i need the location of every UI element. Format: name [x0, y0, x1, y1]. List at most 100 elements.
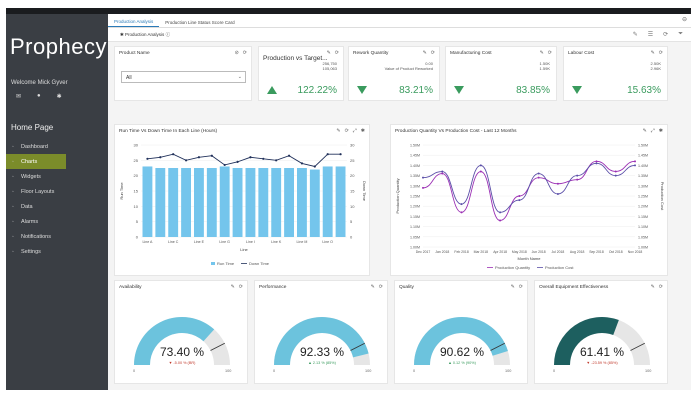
y2-tick-label: 1.25M — [638, 195, 648, 199]
settings-icon: ◦ — [12, 248, 14, 255]
kpi-sub-value: 1.59K — [539, 66, 550, 71]
y2-tick-label: 1.15M — [638, 215, 648, 219]
sidebar-item-notifications[interactable]: ◦ Notifications — [6, 229, 108, 244]
x-tick-label: Oct 2018 — [609, 250, 623, 254]
sidebar-item-label: Settings — [21, 248, 41, 255]
edit-icon[interactable]: ✎ — [422, 50, 427, 56]
edit-icon[interactable]: ✎ — [632, 32, 638, 38]
refresh-icon[interactable]: ⟳ — [378, 284, 383, 290]
gauge-target-marker — [490, 342, 505, 351]
user-icon[interactable]: ● — [37, 93, 41, 99]
refresh-icon[interactable]: ⟳ — [658, 284, 663, 290]
kpi-sub-values: 0.00 Value of Product Reworked — [385, 61, 433, 71]
tab-production-analysis[interactable]: Production Analysis — [108, 17, 160, 27]
edit-icon[interactable]: ✎ — [642, 128, 647, 134]
gauge-card-performance: Performance ✎ ⟳ 92.33 % ▲ 2.13 % (85%) 0 100 — [254, 280, 388, 384]
settings-icon[interactable]: ✱ — [360, 128, 365, 134]
refresh-icon[interactable]: ⟳ — [344, 128, 349, 134]
edit-icon[interactable]: ✎ — [230, 284, 235, 290]
refresh-icon[interactable]: ⟳ — [518, 284, 523, 290]
dashboard-toolbar: ✎ ☰ ⟳ ⏷ — [633, 31, 683, 38]
gauge-max: 100 — [505, 369, 512, 373]
edit-icon[interactable]: ✎ — [539, 50, 544, 56]
tab-status-score-card[interactable]: Production Line Status Score Card — [165, 20, 235, 25]
product-select[interactable]: All ⌄ — [121, 71, 246, 83]
bar-run-time — [271, 168, 282, 237]
filter-clear-icon[interactable]: ⊘ — [234, 50, 239, 56]
refresh-icon[interactable]: ⟳ — [547, 50, 552, 56]
y-tick-label: 1.05M — [410, 235, 420, 239]
expand-icon[interactable]: ⤢ — [650, 128, 655, 134]
refresh-icon[interactable]: ⟳ — [663, 32, 669, 38]
sidebar-item-widgets[interactable]: ◦ Widgets — [6, 169, 108, 184]
kpi-value: 83.21% — [399, 85, 433, 96]
legend-production-quantity: Production Quantity — [495, 265, 530, 270]
production-chart: 1.00M 1.00M 1.05M 1.05M 1.10M 1.10M 1.15M 1.15M… — [395, 144, 665, 271]
bar-run-time — [142, 166, 153, 237]
gear-icon[interactable]: ✱ — [56, 94, 62, 100]
dashboard-header: ✱ Production Analysis ⓘ ✎ ☰ ⟳ ⏷ — [108, 28, 691, 42]
gauge-value: 92.33 % — [299, 345, 345, 359]
y-tick-label: 1.20M — [410, 205, 420, 209]
list-icon[interactable]: ☰ — [647, 32, 654, 38]
production-chart-card: Production Quantity Vs Production Cost -… — [390, 124, 668, 276]
bar-run-time — [168, 168, 179, 237]
y2-tick-label: 1.10M — [638, 225, 648, 229]
y-tick-label: 30 — [134, 143, 139, 148]
y2-tick-label: 1.05M — [638, 235, 648, 239]
legend-down-time: Down Time — [249, 261, 270, 266]
sidebar-user-icons: ✉ ● ✱ — [16, 93, 62, 100]
sidebar-nav: ◦ Dashboard ◦ Charts ◦ Widgets ◦ Floor Layouts ◦… — [6, 139, 108, 259]
refresh-icon[interactable]: ⟳ — [658, 50, 663, 56]
edit-icon[interactable]: ✎ — [336, 128, 341, 134]
y-tick-label: 1.25M — [410, 195, 420, 199]
bar-run-time — [181, 168, 191, 237]
refresh-icon[interactable]: ⟳ — [430, 50, 435, 56]
sidebar-item-settings[interactable]: ◦ Settings — [6, 244, 108, 259]
down-time-point — [223, 163, 226, 167]
edit-icon[interactable]: ✎ — [370, 284, 375, 290]
data-point — [556, 192, 559, 195]
data-point — [441, 170, 444, 173]
edit-icon[interactable]: ✎ — [650, 284, 655, 290]
x-axis-label: Line — [240, 247, 248, 252]
data-point — [422, 186, 424, 189]
bar-run-time — [335, 166, 346, 237]
kpi-sub-value: 1.50K — [539, 61, 550, 66]
edit-icon[interactable]: ✎ — [510, 284, 515, 290]
filter-icon[interactable]: ⏷ — [678, 31, 683, 37]
kpi-title: Rework Quantity — [353, 51, 389, 56]
tab-close-icon[interactable]: ⊖ — [681, 17, 687, 23]
refresh-icon[interactable]: ⟳ — [242, 50, 247, 56]
settings-icon[interactable]: ✱ — [658, 128, 663, 134]
y-tick-label: 1.10M — [410, 225, 420, 229]
y2-tick-label: 1.00M — [638, 246, 648, 250]
sidebar-item-charts[interactable]: ◦ Charts — [6, 154, 66, 169]
mail-icon[interactable]: ✉ — [16, 94, 22, 100]
prophecy-logo: Prophecy — [10, 34, 107, 59]
refresh-icon[interactable]: ⟳ — [238, 284, 243, 290]
edit-icon[interactable]: ✎ — [326, 50, 331, 56]
welcome-text: Welcome Mick Gyver — [11, 80, 68, 86]
down-time-point — [326, 153, 329, 156]
kpi-sub-value: 256,750 — [322, 61, 337, 66]
sidebar-item-data[interactable]: ◦ Data — [6, 199, 108, 214]
gauge-delta: ▼ -23.59 % (85%) — [586, 361, 618, 365]
sidebar-item-alarms[interactable]: ◦ Alarms — [6, 214, 108, 229]
bar-run-time — [258, 168, 269, 237]
sidebar-item-floor-layouts[interactable]: ◦ Floor Layouts — [6, 184, 108, 199]
series-line-production-quantity — [422, 160, 636, 221]
edit-icon[interactable]: ✎ — [650, 50, 655, 56]
refresh-icon[interactable]: ⟳ — [334, 50, 339, 56]
home-page-label[interactable]: Home Page — [11, 123, 54, 132]
sidebar: Prophecy Welcome Mick Gyver ✉ ● ✱ Home P… — [6, 14, 108, 390]
x-tick-label: Mar 2018 — [474, 250, 488, 254]
gauge-chart — [134, 317, 230, 365]
sidebar-item-dashboard[interactable]: ◦ Dashboard — [6, 139, 108, 154]
tab-strip: Production Analysis Production Line Statu… — [108, 14, 691, 28]
bar-run-time — [206, 168, 217, 237]
gauge-title: Performance — [259, 285, 287, 290]
x-tick-label: Jul 2018 — [551, 250, 564, 254]
y2-tick-label: 20 — [350, 173, 355, 178]
expand-icon[interactable]: ⤢ — [352, 128, 357, 134]
